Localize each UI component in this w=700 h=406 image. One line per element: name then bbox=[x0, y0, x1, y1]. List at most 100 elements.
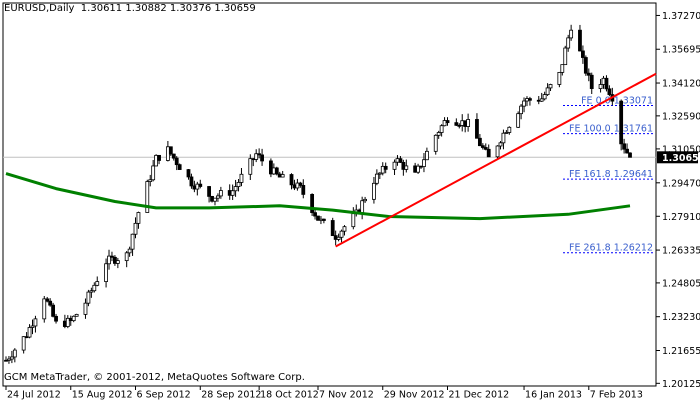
candle-body bbox=[136, 212, 141, 224]
candle-body bbox=[230, 190, 235, 196]
candle-body bbox=[360, 200, 365, 214]
candle-body bbox=[566, 37, 571, 49]
candle-body bbox=[115, 260, 120, 264]
candle-body bbox=[392, 161, 397, 170]
current-price-label: 1.30659 bbox=[662, 153, 700, 164]
candle-body bbox=[625, 148, 629, 154]
price-axis-label: 1.23230 bbox=[662, 312, 700, 323]
candle-body bbox=[186, 169, 191, 178]
candle-body bbox=[563, 47, 568, 66]
candle-body bbox=[404, 165, 409, 170]
candle-body bbox=[436, 132, 441, 136]
fib-level-label: FE 100.0 1.31761 bbox=[569, 124, 653, 135]
candle-body bbox=[127, 248, 132, 254]
candle-body bbox=[557, 71, 562, 85]
candle-body bbox=[33, 318, 38, 327]
price-axis-label: 1.20125 bbox=[662, 379, 700, 390]
candle-body bbox=[42, 298, 47, 320]
ohlc-values: 1.30611 1.30882 1.30376 1.30659 bbox=[80, 3, 256, 14]
candle-body bbox=[110, 255, 114, 258]
candle-body bbox=[339, 230, 344, 238]
candle-body bbox=[486, 148, 491, 158]
date-axis-label: 6 Sep 2012 bbox=[137, 390, 191, 401]
candle-body bbox=[51, 304, 55, 317]
candle-body bbox=[363, 198, 367, 202]
candle-body bbox=[248, 158, 253, 175]
candle-body bbox=[528, 98, 532, 101]
candle-body bbox=[157, 154, 161, 161]
candle-body bbox=[483, 147, 488, 150]
candle-body bbox=[507, 126, 512, 133]
candle-body bbox=[351, 213, 356, 228]
candle-body bbox=[607, 88, 612, 95]
price-axis-label: 1.27910 bbox=[662, 212, 700, 223]
candle-body bbox=[321, 218, 326, 221]
candle-body bbox=[422, 159, 426, 167]
candle-body bbox=[104, 263, 108, 282]
candle-body bbox=[174, 157, 179, 166]
candle-body bbox=[316, 215, 320, 221]
candle-body bbox=[466, 119, 471, 127]
current-price-tag bbox=[657, 151, 698, 164]
candle-body bbox=[233, 186, 238, 192]
candle-body bbox=[48, 300, 53, 306]
candle-body bbox=[92, 284, 97, 292]
candle-body bbox=[54, 315, 58, 322]
date-axis-label: 18 Oct 2012 bbox=[260, 390, 319, 401]
candle-body bbox=[439, 125, 444, 133]
candle-body bbox=[539, 98, 544, 102]
candle-body bbox=[336, 236, 341, 240]
candle-body bbox=[289, 174, 294, 186]
candle-body bbox=[586, 72, 591, 76]
date-axis-label: 24 Jul 2012 bbox=[7, 390, 61, 401]
trendline bbox=[335, 72, 657, 248]
candle-body bbox=[342, 226, 347, 232]
price-axis-label: 1.29470 bbox=[662, 178, 700, 189]
candle-body bbox=[260, 154, 264, 162]
candle-body bbox=[148, 179, 153, 182]
candle-body bbox=[168, 146, 173, 155]
candle-body bbox=[45, 298, 50, 302]
candle-body bbox=[433, 134, 438, 152]
candle-body bbox=[298, 182, 303, 186]
candle-body bbox=[7, 358, 11, 361]
candle-body bbox=[475, 119, 479, 139]
candle-body bbox=[622, 143, 627, 150]
date-axis-label: 28 Sep 2012 bbox=[201, 390, 261, 401]
candle-body bbox=[628, 152, 632, 158]
candle-body bbox=[504, 132, 509, 134]
candle-body bbox=[604, 77, 609, 90]
candle-body bbox=[257, 153, 262, 156]
candle-body bbox=[239, 173, 244, 183]
candle-body bbox=[330, 220, 335, 237]
fib-level-label: FE 0.0 1.33071 bbox=[581, 96, 653, 107]
candle-body bbox=[498, 142, 503, 147]
candle-body bbox=[480, 145, 485, 148]
candle-body bbox=[416, 165, 420, 173]
candle-body bbox=[383, 165, 388, 170]
candle-body bbox=[560, 64, 565, 73]
chart-header: EURUSD,Daily 1.30611 1.30882 1.30376 1.3… bbox=[4, 3, 256, 15]
candle-body bbox=[542, 94, 547, 100]
candle-body bbox=[501, 132, 506, 144]
candle-body bbox=[254, 153, 259, 160]
candle-body bbox=[124, 252, 129, 262]
candle-body bbox=[377, 172, 382, 175]
price-axis-label: 1.21655 bbox=[662, 346, 700, 357]
candle-body bbox=[519, 105, 523, 115]
candle-body bbox=[583, 57, 588, 74]
candle-body bbox=[151, 165, 156, 181]
copyright-text: GCM MetaTrader, © 2001-2012, MetaQuotes … bbox=[4, 372, 305, 383]
candle-body bbox=[274, 167, 279, 175]
candle-body bbox=[425, 150, 429, 161]
candle-body bbox=[83, 302, 88, 315]
fib-level-label: FE 261.8 1.26212 bbox=[569, 243, 653, 254]
candle-body bbox=[522, 100, 526, 107]
date-axis-label: 29 Nov 2012 bbox=[384, 390, 445, 401]
date-axis-label: 7 Nov 2012 bbox=[319, 390, 374, 401]
candle-body bbox=[569, 29, 574, 39]
price-axis-label: 1.37270 bbox=[662, 11, 700, 22]
candle-body bbox=[372, 182, 376, 200]
